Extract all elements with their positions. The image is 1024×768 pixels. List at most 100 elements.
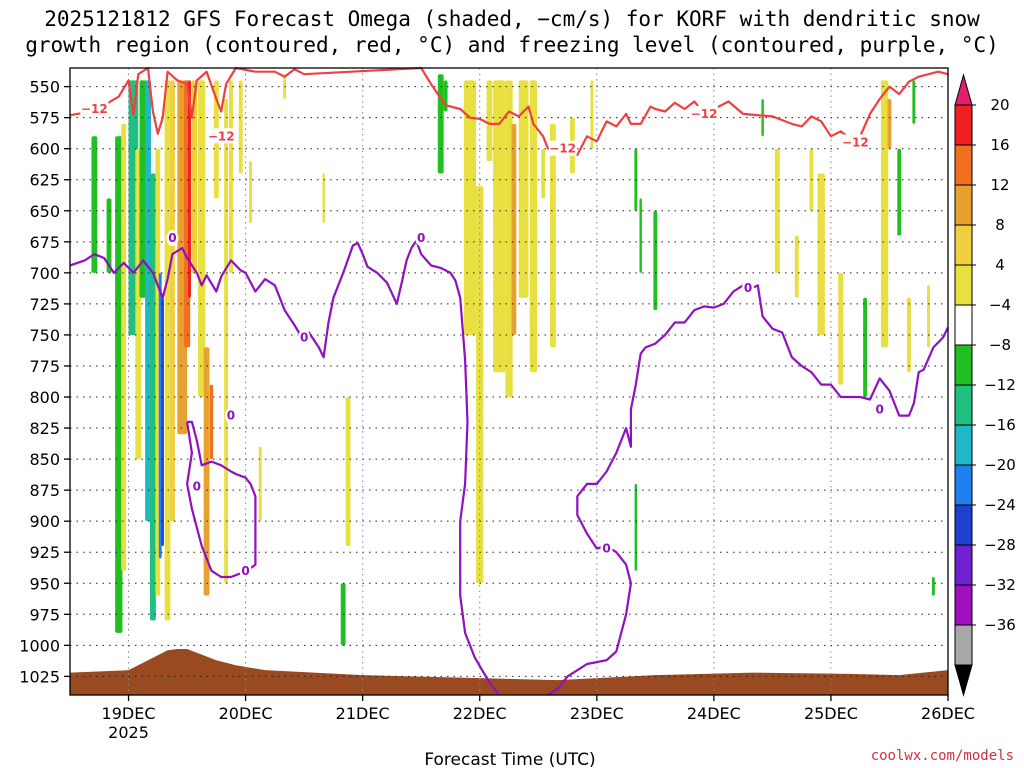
x-tick-sublabel: 2025 <box>108 723 149 742</box>
x-axis-label: Forecast Time (UTC) <box>424 750 595 768</box>
y-tick-label: 1025 <box>19 667 60 686</box>
colorbar-segment <box>954 624 973 666</box>
shading-patch <box>149 173 156 621</box>
colorbar-segment <box>954 544 973 586</box>
shading-patch <box>115 136 123 633</box>
contour-label: 0 <box>744 281 752 295</box>
colorbar-segment <box>954 384 973 426</box>
terrain-fill <box>70 649 948 695</box>
shading-patch <box>518 80 529 298</box>
x-tick-label: 20DEC <box>219 704 273 723</box>
colorbar-label: 20 <box>990 96 1009 114</box>
y-tick-label: 650 <box>29 202 60 221</box>
colorbar-bottom-triangle <box>954 664 973 697</box>
y-tick-label: 800 <box>29 388 60 407</box>
shading-patch <box>511 123 517 335</box>
axes: 550 575 600 625 650 675 700 725 750 775 800 825 850 8… <box>19 67 975 742</box>
shading-patch <box>229 80 233 273</box>
y-tick-label: 950 <box>29 574 60 593</box>
shading-patch <box>639 198 642 273</box>
colorbar-top-triangle <box>954 73 973 106</box>
y-tick-label: 675 <box>29 233 60 252</box>
title-line-1: 2025121812 GFS Forecast Omega (shaded, −… <box>44 7 980 31</box>
contour-label: 0 <box>876 402 884 416</box>
y-tick-label: 575 <box>29 109 60 128</box>
y-tick-label: 925 <box>29 543 60 562</box>
colorbar-segment <box>954 144 973 186</box>
shading-patch <box>191 80 198 273</box>
shading-patch <box>158 272 162 559</box>
plot-frame <box>69 67 949 696</box>
shading-patch <box>161 297 164 547</box>
shading-patch <box>145 80 151 522</box>
colorbar-segment <box>954 184 973 226</box>
freezing-contour <box>69 239 501 696</box>
contour-label-bg <box>873 401 886 418</box>
shading-patch <box>529 80 538 373</box>
contour-label-bg <box>841 134 870 150</box>
contour-label-bg <box>190 478 203 495</box>
colorbar-label: 12 <box>990 176 1009 194</box>
freezing-contour <box>186 420 257 579</box>
shading-patch <box>209 384 214 460</box>
credit-text[interactable]: coolwx.com/models <box>871 748 1014 764</box>
shading-patch <box>931 577 935 596</box>
colorbar-label: −16 <box>984 416 1016 434</box>
shading-patch <box>188 80 191 298</box>
shading-patch <box>164 80 171 621</box>
shading-patch <box>437 74 444 174</box>
colorbar-label: −12 <box>984 376 1016 394</box>
contour-label-bg <box>224 407 237 424</box>
contour-label-bg <box>239 562 252 579</box>
shading-patch <box>774 148 780 273</box>
shading-patch <box>838 272 844 385</box>
colorbar-segment <box>954 104 973 146</box>
contour-label: −12 <box>842 135 869 149</box>
shading-patch <box>443 80 448 112</box>
colorbar-label: 4 <box>995 256 1005 274</box>
contour-label-bg <box>207 128 236 144</box>
colorbar-segment <box>954 584 973 626</box>
shading-patch <box>927 285 930 348</box>
dgz-contour <box>69 66 949 156</box>
contour-label: −12 <box>691 107 718 121</box>
shading-patch <box>897 148 902 236</box>
contour-label-bg <box>548 140 577 156</box>
shading-patch <box>590 80 594 149</box>
x-tick-label: 19DEC <box>102 704 156 723</box>
shading-patch <box>463 80 477 335</box>
y-tick-label: 875 <box>29 481 60 500</box>
shading-patch <box>238 80 243 174</box>
shading-patch <box>322 173 325 224</box>
colorbar-segment <box>954 264 973 306</box>
y-tick-label: 775 <box>29 357 60 376</box>
colorbar-label: −20 <box>984 456 1016 474</box>
shading-patch <box>224 99 229 584</box>
shading-patch <box>203 347 210 596</box>
title-line-2: growth region (contoured, red, °C) and f… <box>25 33 999 57</box>
y-tick-label: 700 <box>29 264 60 283</box>
contour-label: 0 <box>168 231 176 245</box>
contour-label-bg <box>600 540 613 557</box>
colorbar: 20 16 12 8 4 −4 −8 −12 −16 −20 −24 −28 −32 −36 <box>954 73 1016 697</box>
colorbar-label: −28 <box>984 536 1016 554</box>
shading-patch <box>139 80 147 298</box>
contour-label-bg <box>166 230 179 247</box>
contour-label: 0 <box>417 231 425 245</box>
contour-label-bg <box>298 329 311 346</box>
shading-patch <box>258 446 262 522</box>
shading-patch <box>476 185 484 584</box>
contour-label-bg <box>690 105 719 121</box>
x-tick-label: 21DEC <box>336 704 390 723</box>
y-tick-label: 600 <box>29 140 60 159</box>
contour-label-bg <box>80 100 109 116</box>
colorbar-segment <box>954 504 973 546</box>
y-tick-label: 850 <box>29 450 60 469</box>
colorbar-label: 16 <box>990 136 1009 154</box>
y-tick-label: 550 <box>29 78 60 97</box>
y-tick-label: 975 <box>29 605 60 624</box>
shading-patch <box>493 80 506 373</box>
contour-label: −12 <box>81 102 108 116</box>
shading-patch <box>794 235 799 298</box>
